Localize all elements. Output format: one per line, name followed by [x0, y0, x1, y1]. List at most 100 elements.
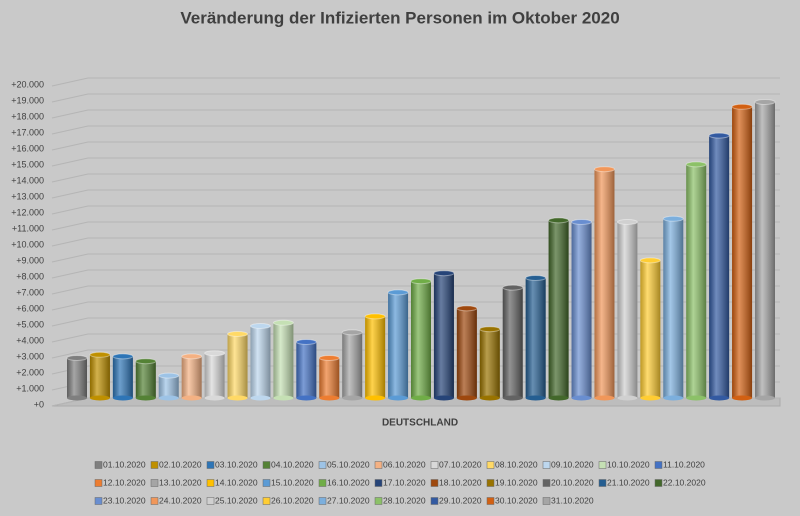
- legend-label: 28.10.2020: [383, 495, 426, 505]
- bar-base: [456, 395, 477, 401]
- bar-top: [66, 355, 88, 361]
- legend-label: 31.10.2020: [551, 495, 594, 505]
- y-tick-label: +5.000: [16, 319, 44, 329]
- bar-shade: [411, 281, 431, 398]
- bar-base: [227, 395, 248, 401]
- bar-base: [296, 395, 317, 401]
- bar-shade: [686, 164, 707, 398]
- bar-top: [249, 323, 271, 329]
- grid-line: [51, 173, 780, 183]
- legend-swatch: [430, 479, 439, 487]
- legend-swatch: [318, 461, 327, 469]
- bar-top: [662, 215, 684, 222]
- bar-base: [663, 395, 684, 401]
- legend-label: 25.10.2020: [215, 495, 258, 505]
- bar-top: [502, 284, 524, 291]
- bar-shade: [273, 322, 294, 398]
- bar-shade: [594, 169, 615, 398]
- legend-label: 22.10.2020: [663, 477, 706, 487]
- bar-shade: [112, 356, 133, 398]
- bar-top: [731, 103, 753, 110]
- bar-shade: [640, 260, 661, 398]
- y-tick-label: +3.000: [16, 351, 44, 361]
- grid-line: [51, 205, 780, 215]
- legend-label: 29.10.2020: [439, 495, 482, 505]
- bar-shade: [548, 220, 569, 398]
- legend-swatch: [318, 497, 327, 505]
- bar-base: [89, 395, 110, 401]
- bar-base: [273, 395, 294, 401]
- bar-top: [433, 270, 455, 277]
- legend-swatch: [206, 497, 215, 505]
- legend-swatch: [150, 497, 159, 505]
- legend-swatch: [486, 479, 495, 487]
- bar-base: [479, 395, 500, 401]
- bar-shade: [296, 342, 317, 398]
- legend-swatch: [206, 461, 215, 469]
- bar-top: [525, 275, 547, 281]
- bar-shade: [204, 353, 225, 398]
- bar-base: [686, 395, 707, 401]
- legend-label: 09.10.2020: [551, 459, 594, 469]
- bar-top: [639, 257, 661, 264]
- legend-swatch: [318, 479, 327, 487]
- y-tick-label: +15.000: [11, 159, 44, 169]
- legend-label: 14.10.2020: [215, 477, 258, 487]
- bar-base: [388, 395, 409, 401]
- bar-shade: [479, 329, 500, 398]
- legend-label: 08.10.2020: [495, 459, 538, 469]
- y-tick-label: +10.000: [11, 239, 44, 249]
- bar-shade: [158, 375, 179, 398]
- bar-shade: [67, 358, 87, 398]
- bar-top: [272, 319, 294, 326]
- bar-base: [755, 395, 775, 401]
- bar-shade: [709, 135, 730, 398]
- bar-shade: [319, 358, 340, 398]
- legend-swatch: [486, 497, 495, 505]
- bar-shade: [388, 292, 409, 398]
- y-tick-label: +8.000: [16, 271, 44, 281]
- bar-shade: [135, 361, 156, 398]
- legend-swatch: [430, 461, 439, 469]
- bar-shade: [89, 354, 110, 398]
- legend-swatch: [654, 479, 663, 487]
- bar-top: [158, 372, 180, 379]
- legend-swatch: [430, 497, 439, 505]
- grid-line: [51, 157, 780, 167]
- y-tick-label: +18.000: [11, 111, 44, 121]
- legend-label: 15.10.2020: [271, 477, 314, 487]
- legend-label: 07.10.2020: [439, 459, 482, 469]
- legend-swatch: [374, 497, 383, 505]
- y-tick-label: +9.000: [16, 255, 44, 265]
- bar-shade: [181, 356, 202, 398]
- bar-shade: [433, 273, 454, 398]
- bar-base: [594, 395, 615, 401]
- bar-shade: [227, 334, 248, 398]
- legend-swatch: [150, 479, 159, 487]
- bar-top: [571, 219, 593, 225]
- bar-base: [411, 395, 431, 401]
- y-tick-label: +12.000: [11, 207, 44, 217]
- grid-line: [51, 93, 780, 103]
- bar-top: [410, 278, 432, 285]
- bar-base: [204, 395, 225, 401]
- y-tick-label: +11.000: [12, 223, 44, 233]
- bar-top: [616, 219, 638, 225]
- legend-swatch: [94, 479, 103, 487]
- bar-base: [250, 395, 271, 401]
- bar-base: [342, 395, 363, 401]
- y-tick-label: +6.000: [16, 303, 44, 313]
- y-tick-label: +13.000: [11, 191, 44, 201]
- bar-shade: [571, 222, 592, 398]
- bar-top: [456, 305, 478, 312]
- bar-base: [158, 395, 179, 401]
- bar-base: [709, 395, 730, 401]
- bar-top: [295, 339, 317, 345]
- legend-label: 12.10.2020: [103, 477, 146, 487]
- legend-label: 18.10.2020: [439, 477, 482, 487]
- bar-base: [319, 395, 340, 401]
- legend-swatch: [542, 479, 551, 487]
- legend-swatch: [94, 461, 103, 469]
- bar-top: [112, 353, 134, 360]
- y-tick-label: +19.000: [11, 95, 44, 105]
